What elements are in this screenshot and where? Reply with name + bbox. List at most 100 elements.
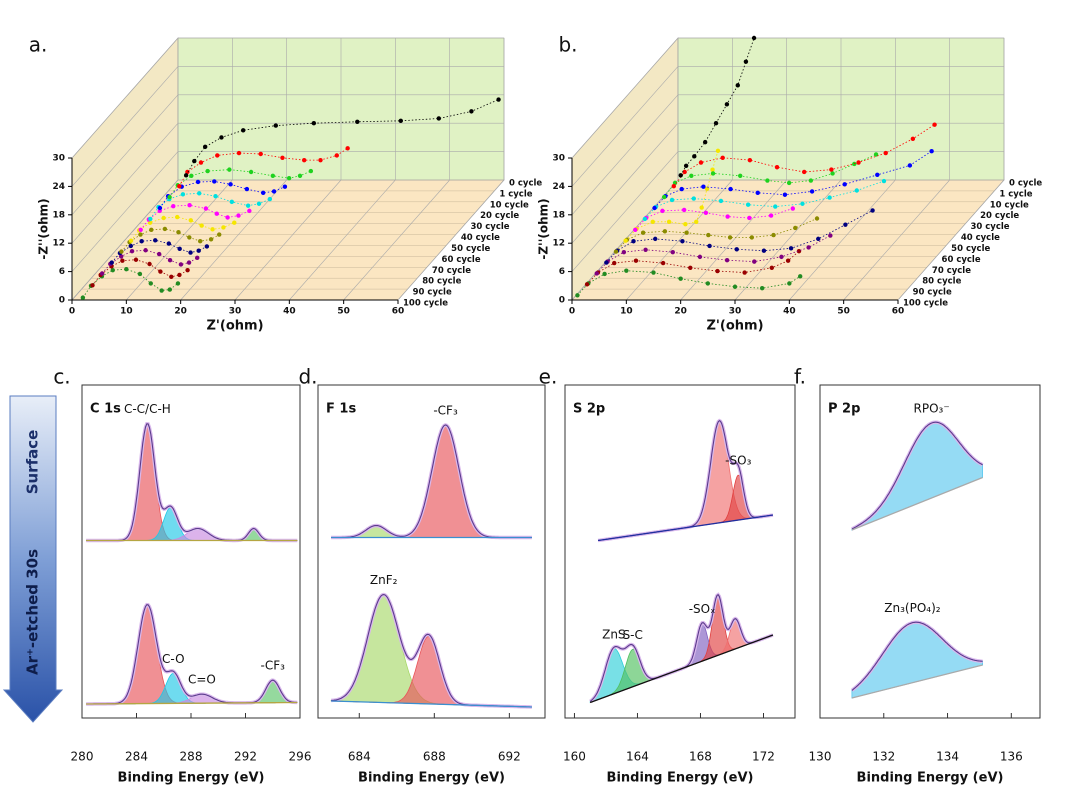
data-point [671,183,676,189]
data-point [682,169,687,175]
series-line [92,259,188,286]
depth-label: 20 cycle [980,211,1019,221]
data-point [398,118,403,124]
data-point [705,281,711,286]
data-point [785,258,791,263]
series-line [159,181,286,209]
data-point [167,257,173,263]
data-point [713,121,719,126]
data-point [167,287,172,292]
depth-label: 80 cycle [422,277,461,287]
data-point [652,205,657,211]
data-point [602,271,607,277]
y-axis-label: -Z''(ohm) [37,198,51,259]
data-point [157,205,163,211]
data-point [99,271,105,276]
grid-line [71,66,179,187]
data-point [828,233,833,238]
data-point [710,171,716,176]
data-point [661,194,667,200]
data-point [236,213,241,218]
data-point [166,241,172,246]
series-line [625,150,719,241]
data-point [779,254,784,260]
data-point [651,270,656,275]
panel-letter: b. [558,33,577,57]
peak-label: Zn₃(PO₄)₂ [884,601,940,615]
data-point [175,214,180,220]
data-point [732,284,738,289]
x-tick-label: 292 [234,750,257,764]
data-point [308,168,314,174]
data-point [624,268,629,273]
data-point [271,189,277,194]
data-point [613,249,619,254]
data-point [286,175,292,181]
depth-arrow [2,395,64,723]
data-point [175,281,181,286]
data-point [870,208,875,213]
depth-label: 60 cycle [942,255,981,265]
x-tick-label: 40 [783,307,796,317]
panel-title: P 2p [828,402,860,417]
panel-letter: f. [794,365,806,389]
depth-label: 30 cycle [970,222,1009,232]
data-point [124,267,129,272]
data-point [236,150,242,156]
data-point [355,119,360,124]
grid-line [289,179,396,301]
data-point [177,272,182,278]
x-tick-label: 20 [674,307,687,317]
depth-label: 90 cycle [413,288,452,298]
y-tick-label: 18 [52,210,65,220]
panel-title: S 2p [573,402,605,417]
grid-line [71,179,179,301]
grid-line [571,123,679,244]
data-point [738,173,743,178]
data-point [187,202,192,208]
data-point [214,211,219,216]
data-point [80,295,86,300]
series-line [82,268,179,298]
data-point [621,249,627,255]
grid-line [343,179,450,301]
series-line [185,99,499,176]
data-point [724,102,730,107]
data-point [782,192,788,197]
data-point [267,196,273,202]
data-point [633,227,638,233]
background-line [851,476,983,531]
background-line [86,701,298,705]
data-point [148,281,153,286]
data-point [156,251,162,257]
data-point [769,265,775,270]
data-point [697,254,703,260]
data-point [161,215,166,221]
data-point [640,230,646,235]
background-line [851,664,983,699]
data-point [213,193,218,199]
data-point [793,225,798,231]
data-point [790,206,796,211]
x-tick-label: 0 [69,307,75,317]
peak-label: -CF₃ [261,659,286,673]
data-point [642,216,648,222]
depth-label: 40 cycle [961,233,1000,243]
data-point [809,189,815,194]
data-point [742,270,747,275]
data-point [273,123,278,128]
y-tick-label: 30 [552,154,565,164]
data-point [683,221,688,227]
data-point [241,128,246,133]
grid-line [571,66,679,187]
data-point [681,207,687,213]
x-tick-label: 60 [892,307,905,317]
depth-label: 0 cycle [509,179,542,189]
data-point [759,285,765,291]
data-point [594,271,599,276]
data-point [718,198,724,204]
data-point [633,258,639,263]
panel-letter: a. [29,33,48,57]
data-point [623,238,628,243]
data-point [735,83,740,88]
